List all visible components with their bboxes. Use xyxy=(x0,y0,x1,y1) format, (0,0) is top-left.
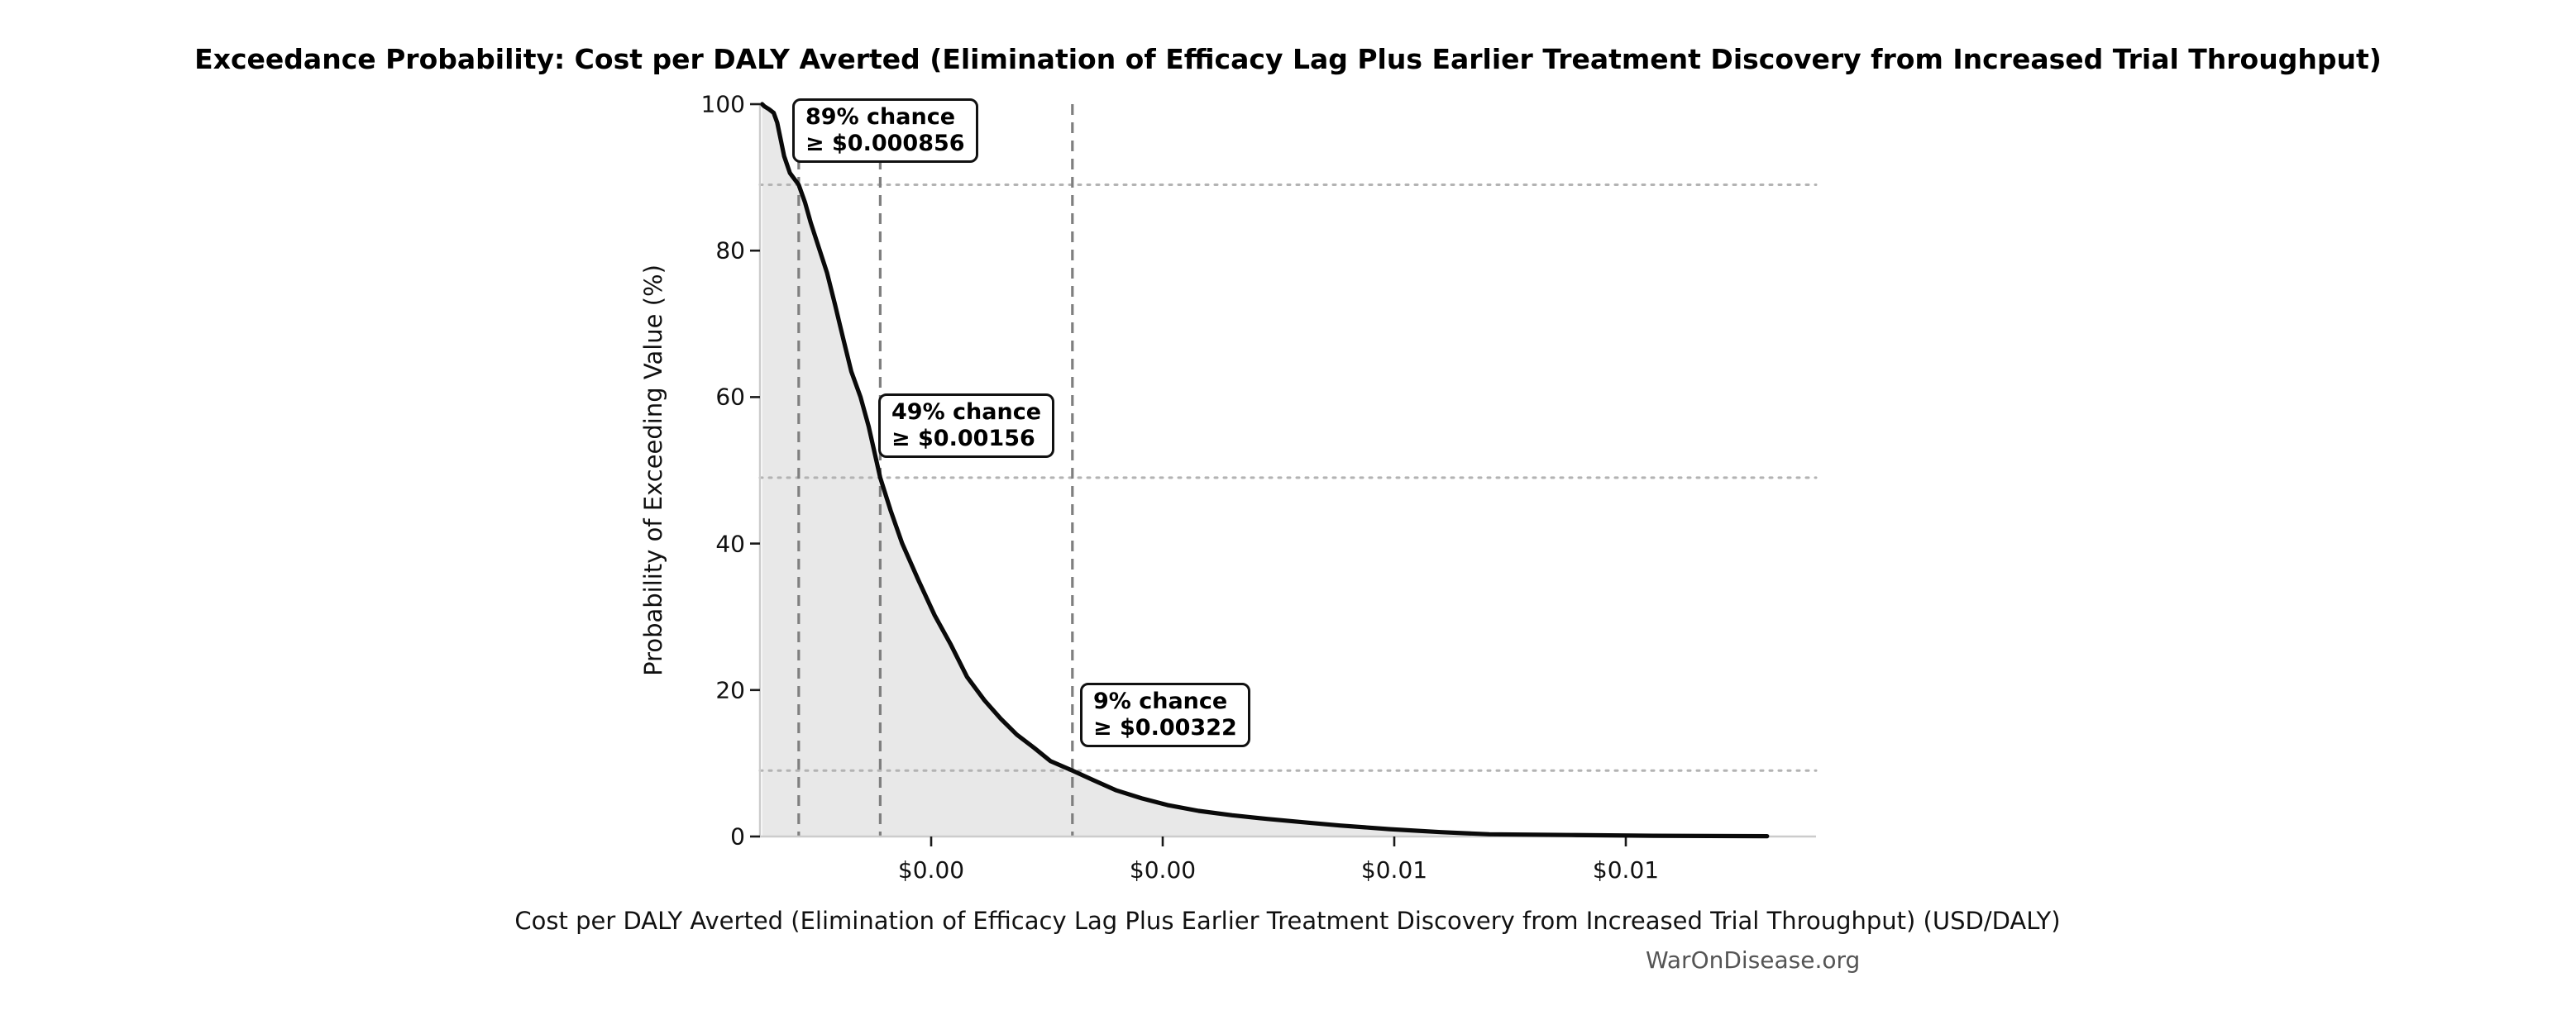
annotation-value-text: ≥ $0.00156 xyxy=(891,426,1035,451)
ytick-label-40: 40 xyxy=(715,530,745,558)
xtick-label-1: $0.00 xyxy=(897,856,965,884)
ytick-label-60: 60 xyxy=(715,383,745,411)
annotation-box-9pct: 9% chance ≥ $0.00322 xyxy=(1080,683,1250,747)
ytick-label-80: 80 xyxy=(715,236,745,265)
curve-fill-area xyxy=(762,104,1767,836)
xtick-label-3: $0.01 xyxy=(1360,856,1428,884)
annotation-box-89pct: 89% chance ≥ $0.000856 xyxy=(792,98,978,163)
exceedance-curve-line xyxy=(759,102,1770,839)
xtick-label-4: $0.01 xyxy=(1592,856,1660,884)
annotation-box-49pct: 49% chance ≥ $0.00156 xyxy=(878,393,1055,458)
y-axis-label: Probability of Exceeding Value (%) xyxy=(639,265,667,676)
annotation-chance-text: 49% chance xyxy=(891,399,1042,425)
xtick-label-2: $0.00 xyxy=(1129,856,1197,884)
annotation-value-text: ≥ $0.000856 xyxy=(805,131,965,156)
x-axis-label: Cost per DALY Averted (Elimination of Ef… xyxy=(514,907,2061,935)
ytick-label-100: 100 xyxy=(700,90,745,118)
annotation-value-text: ≥ $0.00322 xyxy=(1093,715,1237,741)
ytick-label-20: 20 xyxy=(715,676,745,704)
ytick-label-0: 0 xyxy=(730,822,745,851)
annotation-chance-text: 89% chance xyxy=(805,104,956,130)
watermark-text: WarOnDisease.org xyxy=(1646,946,1861,974)
annotation-chance-text: 9% chance xyxy=(1093,689,1228,714)
chart-title: Exceedance Probability: Cost per DALY Av… xyxy=(194,43,2382,75)
